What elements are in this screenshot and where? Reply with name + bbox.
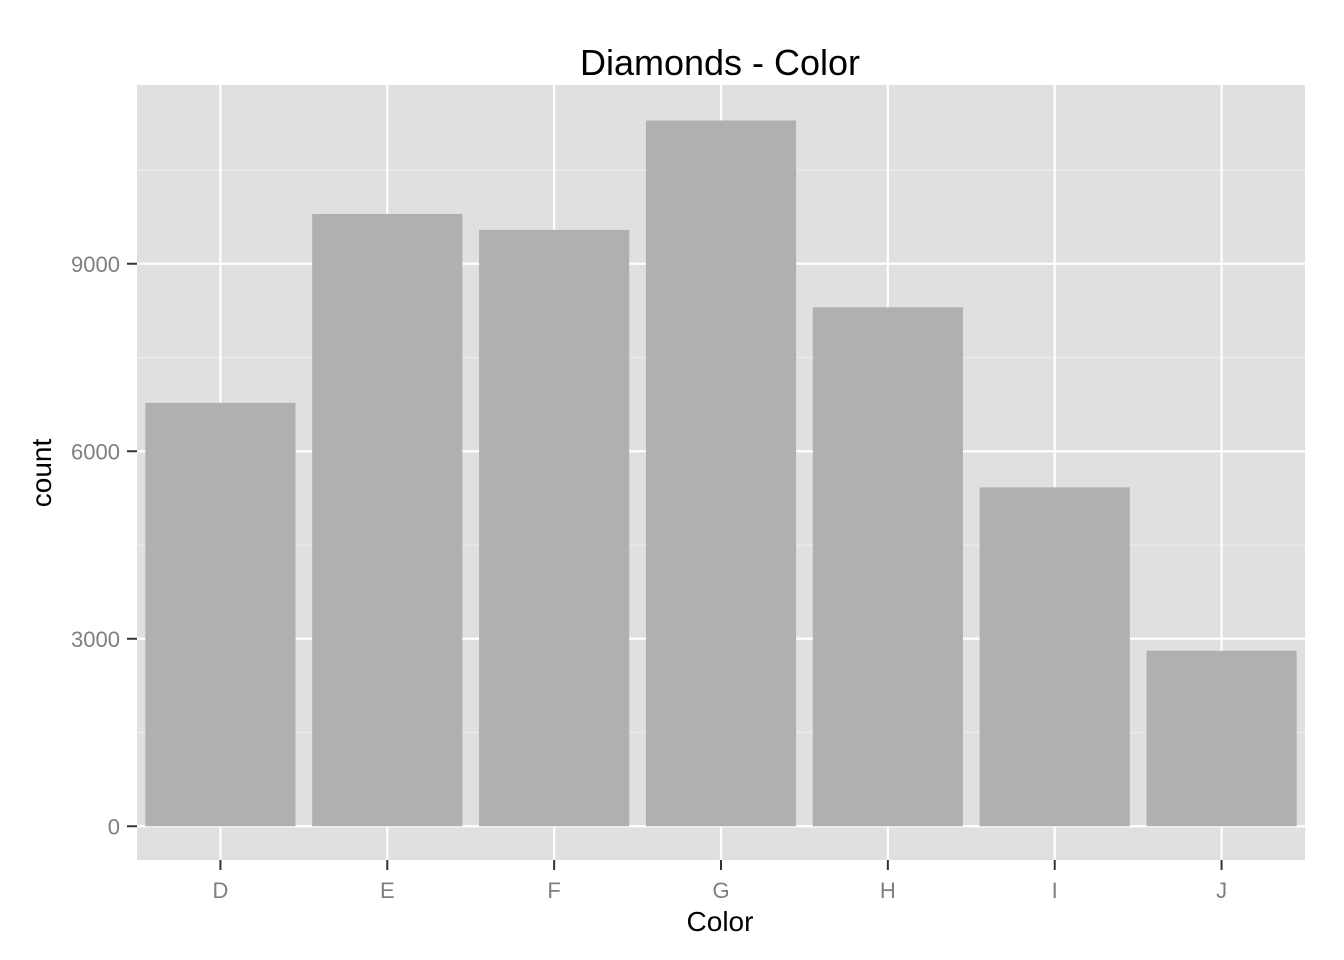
- y-axis-title: count: [26, 439, 57, 508]
- bar-d: [145, 402, 296, 827]
- bar-e: [312, 213, 463, 827]
- x-tick-label: I: [1052, 878, 1058, 903]
- bar-h: [812, 307, 963, 827]
- bar-i: [979, 487, 1130, 827]
- x-tick-label: E: [380, 878, 395, 903]
- chart-title: Diamonds - Color: [580, 42, 860, 83]
- x-tick-label: J: [1216, 878, 1227, 903]
- y-tick-label: 0: [108, 814, 120, 839]
- bar-j: [1146, 650, 1297, 827]
- y-axis: 0 3000 6000 9000: [71, 252, 137, 839]
- x-axis-title: Color: [687, 906, 754, 937]
- y-tick-label: 6000: [71, 439, 120, 464]
- x-tick-label: F: [547, 878, 560, 903]
- y-tick-label: 3000: [71, 627, 120, 652]
- bar-g: [645, 120, 797, 827]
- x-tick-label: D: [212, 878, 228, 903]
- x-axis: D E F G H I J: [212, 860, 1227, 903]
- x-tick-label: G: [712, 878, 729, 903]
- bar-f: [479, 229, 630, 827]
- x-tick-label: H: [880, 878, 896, 903]
- bars: [145, 120, 1297, 827]
- y-tick-label: 9000: [71, 252, 120, 277]
